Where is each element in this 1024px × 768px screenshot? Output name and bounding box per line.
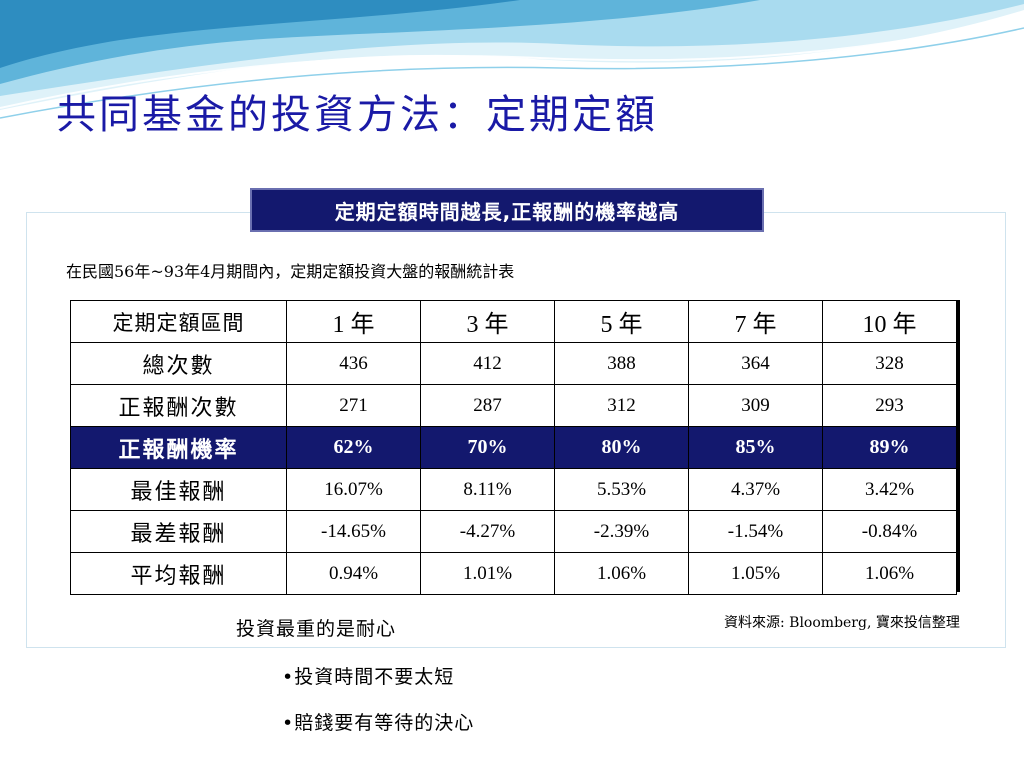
table-cell: 16.07% [286,468,421,511]
bullet-item: •投資時間不要太短 [282,666,455,688]
table-cell: -1.54% [688,510,823,553]
table-row: 正報酬次數 271 287 312 309 293 [70,384,957,427]
table-row: 平均報酬 0.94% 1.01% 1.06% 1.05% 1.06% [70,552,957,595]
table-cell: 3.42% [822,468,957,511]
table-cell: 8.11% [420,468,555,511]
header-cell: 7 年 [688,300,823,343]
table-cell: 271 [286,384,421,427]
table-cell: -2.39% [554,510,689,553]
header-cell: 定期定額區間 [70,300,287,343]
header-cell: 1 年 [286,300,421,343]
table-cell: -14.65% [286,510,421,553]
table-cell: -0.84% [822,510,957,553]
header-cell: 5 年 [554,300,689,343]
slide-title: 共同基金的投資方法：定期定額 [56,92,658,138]
table-cell: 0.94% [286,552,421,595]
table-header-row: 定期定額區間 1 年 3 年 5 年 7 年 10 年 [70,300,957,343]
wave-header-decoration [0,0,1024,130]
header-cell: 3 年 [420,300,555,343]
table-cell: 62% [286,426,421,469]
row-label: 最佳報酬 [70,468,287,511]
table-cell: 89% [822,426,957,469]
table-cell: 70% [420,426,555,469]
returns-table: 定期定額區間 1 年 3 年 5 年 7 年 10 年 總次數 436 412 … [70,300,957,595]
source-note: 資料來源: Bloomberg, 寶來投信整理 [724,615,960,631]
table-row: 最佳報酬 16.07% 8.11% 5.53% 4.37% 3.42% [70,468,957,511]
table-cell: 364 [688,342,823,385]
table-cell: 287 [420,384,555,427]
table-cell: 4.37% [688,468,823,511]
row-label: 平均報酬 [70,552,287,595]
row-label: 總次數 [70,342,287,385]
table-row-highlighted: 正報酬機率 62% 70% 80% 85% 89% [70,426,957,469]
table-cell: 312 [554,384,689,427]
banner-heading: 定期定額時間越長,正報酬的機率越高 [250,188,764,232]
table-cell: 388 [554,342,689,385]
key-message: 投資最重的是耐心 [236,618,397,640]
table-cell: 1.06% [822,552,957,595]
table-cell: 328 [822,342,957,385]
table-cell: 412 [420,342,555,385]
table-cell: 1.06% [554,552,689,595]
table-cell: 436 [286,342,421,385]
header-cell: 10 年 [822,300,957,343]
row-label: 正報酬次數 [70,384,287,427]
bullet-item: •賠錢要有等待的決心 [282,712,475,734]
row-label: 最差報酬 [70,510,287,553]
row-label: 正報酬機率 [70,426,287,469]
table-cell: 1.01% [420,552,555,595]
table-caption: 在民國56年~93年4月期間內，定期定額投資大盤的報酬統計表 [66,262,515,281]
table-cell: 293 [822,384,957,427]
table-cell: 5.53% [554,468,689,511]
table-cell: 80% [554,426,689,469]
table-right-border [956,300,960,592]
table-cell: 309 [688,384,823,427]
table-cell: 1.05% [688,552,823,595]
table-cell: -4.27% [420,510,555,553]
table-row: 最差報酬 -14.65% -4.27% -2.39% -1.54% -0.84% [70,510,957,553]
table-cell: 85% [688,426,823,469]
table-row: 總次數 436 412 388 364 328 [70,342,957,385]
